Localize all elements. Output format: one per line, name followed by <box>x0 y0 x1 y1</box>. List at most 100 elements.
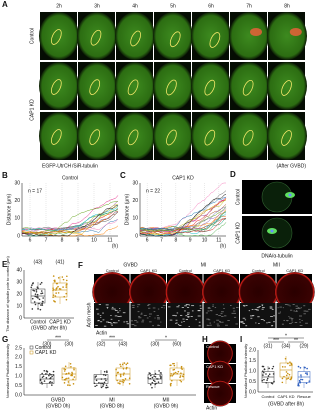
mesh <box>149 321 152 323</box>
mesh <box>102 319 105 321</box>
mesh <box>283 319 286 321</box>
mesh <box>152 307 156 309</box>
oocyte <box>267 62 307 110</box>
mesh <box>187 316 190 318</box>
point <box>272 373 275 375</box>
mesh <box>188 325 190 327</box>
mesh <box>223 315 227 317</box>
mesh <box>255 322 257 324</box>
mesh <box>176 306 180 308</box>
point <box>169 374 172 377</box>
point <box>55 289 57 291</box>
significance: *** <box>273 338 279 344</box>
mesh <box>260 319 264 320</box>
point <box>286 378 288 380</box>
mesh <box>261 304 264 306</box>
mesh <box>184 305 188 307</box>
mesh <box>207 325 210 326</box>
mesh <box>233 316 237 318</box>
mesh <box>270 316 273 317</box>
mesh <box>271 325 273 327</box>
stage-header: GVBD <box>123 262 138 268</box>
oocyte <box>207 380 233 407</box>
group-header: Control <box>179 268 192 273</box>
dna <box>270 229 274 233</box>
point <box>35 290 38 293</box>
mesh <box>181 307 184 308</box>
mesh <box>197 315 201 317</box>
mesh <box>130 320 133 322</box>
mesh <box>147 305 150 306</box>
point <box>52 296 54 299</box>
stage-label: MII <box>163 397 170 403</box>
oocyte <box>115 62 155 110</box>
point <box>281 366 284 368</box>
point <box>65 292 68 295</box>
count: (29) <box>300 343 309 349</box>
mesh <box>295 305 298 307</box>
mesh <box>291 318 294 320</box>
mesh <box>134 320 137 321</box>
mesh <box>105 321 109 323</box>
point <box>116 379 118 382</box>
axis-title: Distance (µm) <box>124 194 130 226</box>
mesh <box>242 321 244 323</box>
group-header: CAP1 KD <box>213 268 230 273</box>
note: (GVBD after 8h) <box>31 325 67 331</box>
mesh <box>295 310 298 312</box>
mesh <box>295 308 299 309</box>
point <box>39 378 42 381</box>
mesh <box>148 307 151 309</box>
row-label: CAP1 KD <box>206 364 223 369</box>
x-tick-label: 10 <box>91 237 97 243</box>
point <box>286 372 289 375</box>
x-tick-label: 8 <box>174 237 177 243</box>
row-label: Control <box>29 28 35 44</box>
point <box>52 289 54 291</box>
point <box>125 367 128 370</box>
point <box>180 365 183 368</box>
count: (41) <box>56 259 65 265</box>
point <box>52 287 54 289</box>
mesh <box>245 305 248 307</box>
point <box>297 384 299 387</box>
mesh <box>213 321 215 323</box>
count: (43) <box>34 259 43 265</box>
mesh <box>219 321 222 323</box>
trace <box>21 207 119 237</box>
point <box>41 292 44 294</box>
point <box>268 373 271 375</box>
count: (34) <box>282 343 291 349</box>
mesh <box>111 324 113 326</box>
mesh <box>236 307 239 308</box>
point <box>48 373 51 375</box>
mesh <box>305 310 309 312</box>
point <box>61 376 64 379</box>
mesh <box>258 305 261 307</box>
mesh <box>160 321 162 323</box>
trace <box>139 217 227 235</box>
point <box>180 380 183 383</box>
point <box>122 378 124 381</box>
mesh <box>221 321 224 323</box>
group-label: CAP1 KD <box>49 319 71 325</box>
point <box>106 386 109 389</box>
oocyte <box>267 12 307 60</box>
point <box>119 380 121 383</box>
point <box>283 375 285 378</box>
point <box>98 382 100 384</box>
stage-label: GVBD <box>51 397 66 403</box>
mesh <box>295 310 298 312</box>
count: (30) <box>43 341 52 347</box>
point <box>41 376 44 379</box>
mesh <box>242 305 245 307</box>
point <box>123 372 125 374</box>
mesh <box>131 304 135 306</box>
point <box>54 279 56 282</box>
mesh <box>290 309 293 311</box>
point <box>153 375 155 378</box>
trace <box>21 200 119 232</box>
mesh <box>199 307 202 309</box>
point <box>128 382 131 385</box>
time-label: (GVBD 0h) <box>46 403 71 409</box>
